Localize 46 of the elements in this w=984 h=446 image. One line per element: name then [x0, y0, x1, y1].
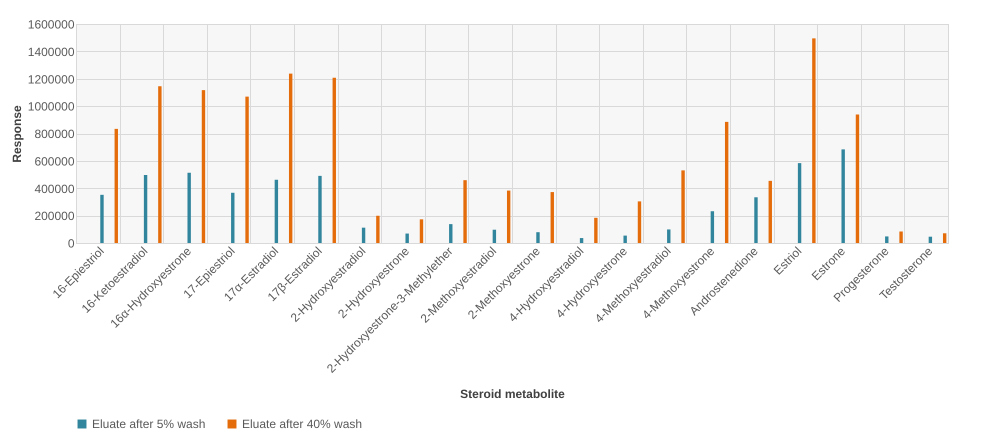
- bar: [580, 238, 584, 243]
- bar: [899, 232, 903, 243]
- bar: [144, 174, 148, 243]
- bar: [798, 163, 802, 243]
- bar: [550, 192, 554, 243]
- bar: [463, 180, 467, 243]
- legend-label: Eluate after 5% wash: [92, 417, 206, 431]
- bar: [768, 180, 772, 243]
- bar: [667, 229, 670, 243]
- y-tick-label: 1600000: [28, 18, 75, 32]
- bar: [536, 232, 540, 243]
- y-tick-label: 1400000: [28, 44, 75, 59]
- bar: [928, 236, 932, 243]
- bar: [681, 170, 685, 243]
- y-tick-label: 1200000: [28, 72, 75, 86]
- bar: [812, 38, 816, 243]
- x-axis-title: Steroid metabolite: [460, 386, 566, 401]
- y-tick-label: 600000: [34, 154, 75, 168]
- bar: [362, 228, 366, 243]
- bar: [449, 224, 452, 243]
- bar: [288, 74, 292, 243]
- bar: [841, 149, 845, 243]
- bar: [231, 192, 234, 243]
- bar: [623, 236, 627, 243]
- y-tick-label: 1000000: [28, 100, 75, 114]
- bar: [245, 96, 249, 243]
- bar: [376, 216, 380, 243]
- bar: [492, 230, 496, 243]
- y-tick-label: 0: [68, 236, 75, 250]
- bar: [724, 122, 728, 243]
- bar: [274, 180, 278, 243]
- bar: [942, 233, 946, 243]
- bar: [158, 86, 162, 243]
- legend-label: Eluate after 40% wash: [242, 417, 362, 431]
- y-tick-label: 800000: [34, 127, 75, 141]
- y-axis-title: Response: [10, 105, 24, 163]
- bar: [594, 218, 598, 243]
- bar: [114, 128, 118, 243]
- bar: [187, 172, 191, 243]
- bar: [405, 234, 409, 243]
- bar: [885, 236, 888, 243]
- bar: [332, 78, 336, 243]
- y-tick-label: 400000: [34, 182, 75, 196]
- bar: [506, 190, 510, 243]
- y-tick-label: 200000: [34, 209, 75, 224]
- bar: [710, 211, 714, 243]
